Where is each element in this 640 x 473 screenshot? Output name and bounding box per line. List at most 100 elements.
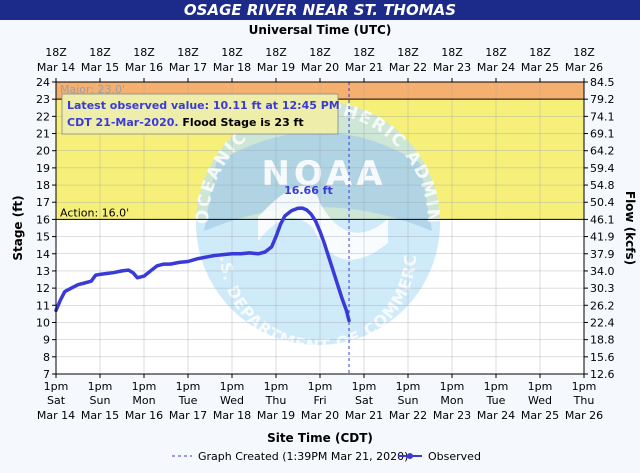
y2-tick-label: 41.9 <box>590 231 615 244</box>
bottom-tick-date: Mar 23 <box>433 409 471 422</box>
watermark-text: NOAA <box>261 154 386 194</box>
bottom-tick-time: 1pm <box>176 380 201 393</box>
y2-tick-label: 84.5 <box>590 76 615 89</box>
y-tick-label: 18 <box>36 179 50 192</box>
y-tick-label: 21 <box>36 128 50 141</box>
y-tick-label: 24 <box>36 76 50 89</box>
bottom-tick-date: Mar 22 <box>389 409 427 422</box>
top-tick-time: 18Z <box>265 46 287 59</box>
top-tick-date: Mar 26 <box>565 61 603 74</box>
y-tick-label: 14 <box>36 248 50 261</box>
bottom-tick-weekday: Wed <box>220 394 244 407</box>
bottom-tick-weekday: Thu <box>573 394 595 407</box>
bottom-tick-date: Mar 17 <box>169 409 207 422</box>
annotation-line2-flood: Flood Stage is 23 ft <box>182 116 303 129</box>
y-tick-label: 16 <box>36 213 50 226</box>
watermark-upper <box>204 132 432 231</box>
top-tick-time: 18Z <box>441 46 463 59</box>
top-tick-time: 18Z <box>177 46 199 59</box>
top-tick-date: Mar 16 <box>125 61 163 74</box>
top-tick-date: Mar 25 <box>521 61 559 74</box>
bottom-tick-weekday: Fri <box>313 394 326 407</box>
top-tick-time: 18Z <box>45 46 67 59</box>
bottom-tick-weekday: Sat <box>47 394 66 407</box>
annotation-box <box>61 93 339 135</box>
bottom-tick-date: Mar 19 <box>257 409 295 422</box>
y2-tick-label: 22.4 <box>590 316 615 329</box>
y-tick-label: 10 <box>36 316 50 329</box>
bottom-tick-time: 1pm <box>44 380 69 393</box>
y-tick-label: 17 <box>36 196 50 209</box>
annotation-line2-date: CDT 21-Mar-2020. <box>67 116 182 129</box>
annotation-line1: Latest observed value: 10.11 ft at 12:45… <box>67 99 340 112</box>
top-tick-time: 18Z <box>353 46 375 59</box>
legend-created-label: Graph Created (1:39PM Mar 21, 2020) <box>198 450 408 463</box>
bottom-tick-date: Mar 18 <box>213 409 251 422</box>
bottom-axis-title: Site Time (CDT) <box>267 431 373 445</box>
bottom-tick-weekday: Sat <box>355 394 374 407</box>
bottom-tick-date: Mar 21 <box>345 409 383 422</box>
bottom-tick-date: Mar 24 <box>477 409 515 422</box>
y2-tick-label: 37.9 <box>590 248 615 261</box>
bottom-tick-time: 1pm <box>484 380 509 393</box>
y2-tick-label: 15.6 <box>590 351 615 364</box>
y-tick-label: 11 <box>36 299 50 312</box>
y2-tick-label: 12.6 <box>590 368 615 381</box>
y2-axis-title: Flow (kcfs) <box>623 191 637 265</box>
top-tick-date: Mar 23 <box>433 61 471 74</box>
y-tick-label: 22 <box>36 110 50 123</box>
y2-tick-label: 50.4 <box>590 196 615 209</box>
bottom-tick-weekday: Tue <box>178 394 198 407</box>
y2-tick-label: 59.4 <box>590 162 615 175</box>
bottom-tick-time: 1pm <box>88 380 113 393</box>
bottom-tick-weekday: Sun <box>90 394 111 407</box>
y2-tick-label: 34.0 <box>590 265 615 278</box>
bottom-tick-weekday: Mon <box>440 394 463 407</box>
bottom-tick-time: 1pm <box>396 380 421 393</box>
y-tick-label: 20 <box>36 145 50 158</box>
y-tick-label: 15 <box>36 231 50 244</box>
bottom-tick-date: Mar 25 <box>521 409 559 422</box>
bottom-tick-time: 1pm <box>572 380 597 393</box>
y2-tick-label: 18.8 <box>590 334 615 347</box>
y-tick-label: 23 <box>36 93 50 106</box>
y-tick-label: 12 <box>36 282 50 295</box>
legend-observed-label: Observed <box>428 450 481 463</box>
top-tick-date: Mar 14 <box>37 61 75 74</box>
peak-label: 16.66 ft <box>284 184 333 197</box>
y-axis-title: Stage (ft) <box>11 195 25 260</box>
top-tick-time: 18Z <box>309 46 331 59</box>
axis-labels: 7 8 9 10 11 12 13 14 15 16 17 18 19 20 21 22 23 24 84.5 79.… <box>11 23 637 445</box>
y2-tick-label: 30.3 <box>590 282 615 295</box>
annotation-line2: CDT 21-Mar-2020. Flood Stage is 23 ft <box>67 116 304 129</box>
bottom-tick-date: Mar 26 <box>565 409 603 422</box>
top-tick-date: Mar 24 <box>477 61 515 74</box>
bottom-tick-date: Mar 20 <box>301 409 339 422</box>
y2-tick-label: 46.1 <box>590 213 615 226</box>
bottom-tick-time: 1pm <box>264 380 289 393</box>
series-layer: 16.66 ft Major: 23.0' Action: 16.0' Latest … <box>54 82 351 374</box>
y2-tick-label: 54.8 <box>590 179 615 192</box>
watermark-gull <box>258 185 388 260</box>
y-tick-label: 9 <box>43 334 50 347</box>
y2-tick-label: 74.1 <box>590 110 615 123</box>
top-tick-time: 18Z <box>485 46 507 59</box>
y-tick-label: 13 <box>36 265 50 278</box>
legend-observed-marker <box>407 453 413 459</box>
y-tick-label: 19 <box>36 162 50 175</box>
top-tick-time: 18Z <box>397 46 419 59</box>
top-tick-date: Mar 20 <box>301 61 339 74</box>
top-tick-time: 18Z <box>573 46 595 59</box>
bottom-tick-date: Mar 15 <box>81 409 119 422</box>
top-tick-time: 18Z <box>89 46 111 59</box>
bottom-tick-time: 1pm <box>132 380 157 393</box>
legend-svg: Graph Created (1:39PM Mar 21, 2020) Obser… <box>172 450 481 463</box>
top-axis-title: Universal Time (UTC) <box>249 23 392 37</box>
top-tick-date: Mar 17 <box>169 61 207 74</box>
bottom-tick-weekday: Wed <box>528 394 552 407</box>
band-label-major: Major: 23.0' <box>60 83 125 96</box>
bottom-tick-weekday: Thu <box>265 394 287 407</box>
y-tick-label: 8 <box>43 351 50 364</box>
series-observed-line <box>54 206 351 323</box>
